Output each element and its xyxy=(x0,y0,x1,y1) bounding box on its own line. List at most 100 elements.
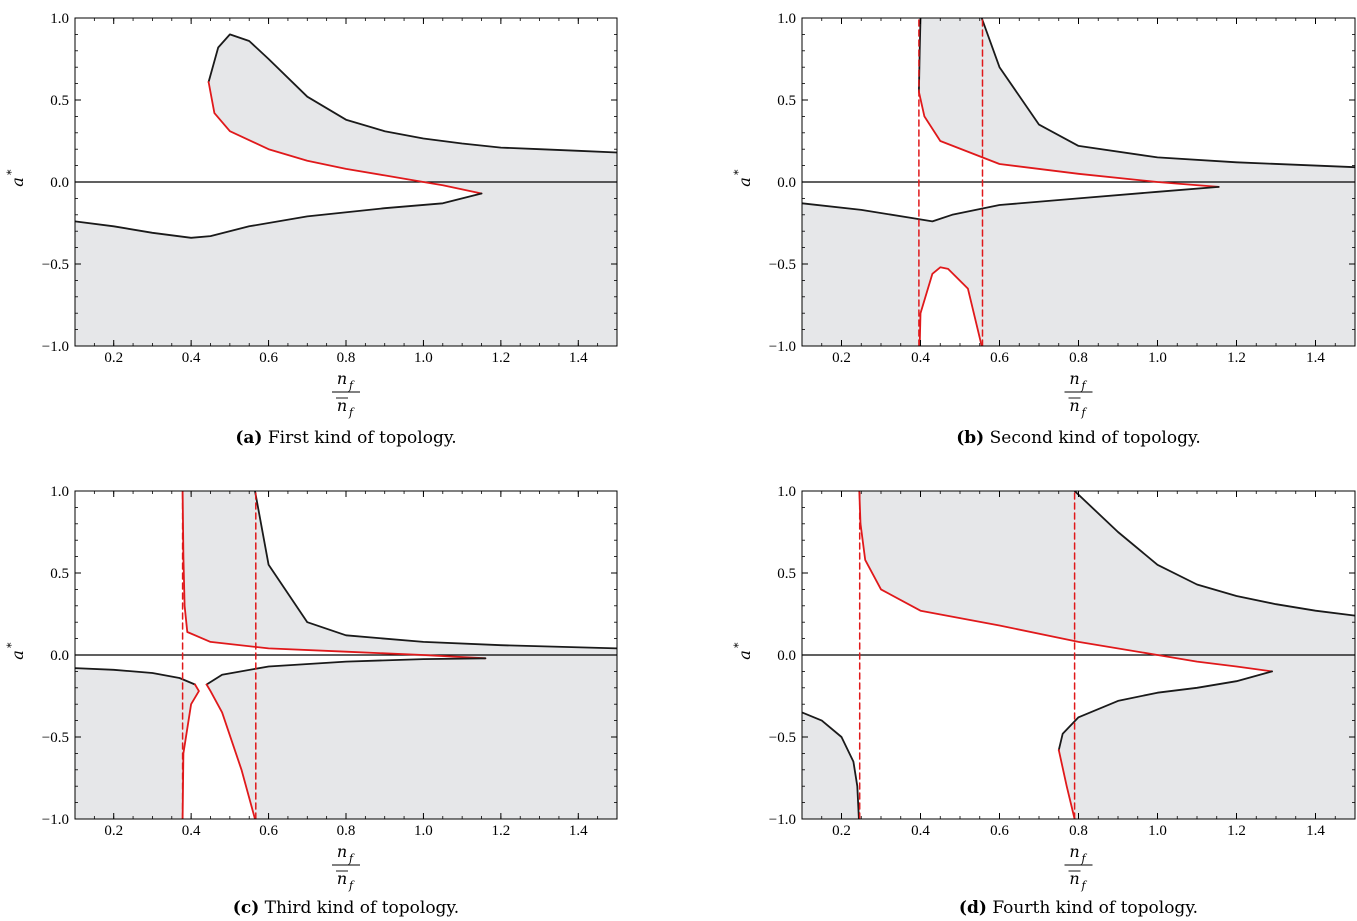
chart-panel-4: 0.2 0.4 0.6 0.8 1.0 1.2 1.4−1.0−0.50.00.51.0a*… xyxy=(732,484,1356,918)
y-tick-label: −1.0 xyxy=(42,812,69,828)
x-label-denominator: n xyxy=(337,869,347,888)
shaded-region xyxy=(182,491,617,655)
x-label-denominator-sub: f xyxy=(348,406,355,419)
x-tick-label: 0.8 xyxy=(1069,350,1088,366)
shaded-region xyxy=(918,18,1355,182)
x-label-numerator-sub: f xyxy=(348,852,355,865)
chart-panel-3: 0.2 0.4 0.6 0.8 1.0 1.2 1.4−1.0−0.50.00.51.0a*… xyxy=(5,484,618,918)
shaded-region xyxy=(1058,655,1355,819)
x-tick-label: 0.6 xyxy=(990,350,1009,366)
x-tick-label: 1.0 xyxy=(1148,823,1167,839)
x-axis-label: n fn f xyxy=(1064,842,1093,892)
plot-area xyxy=(75,33,617,346)
y-tick-label: 0.5 xyxy=(777,566,796,582)
x-label-denominator-sub: f xyxy=(348,879,355,892)
x-tick-label: 0.2 xyxy=(104,350,123,366)
x-tick-label: 0.4 xyxy=(182,823,201,839)
caption-text: Third kind of topology. xyxy=(265,898,460,918)
y-axis-label: a* xyxy=(5,169,27,187)
x-tick-label: 1.0 xyxy=(1148,350,1167,366)
panel-caption: (b) Second kind of topology. xyxy=(956,428,1200,448)
caption-text: Second kind of topology. xyxy=(990,428,1201,448)
x-tick-label: 1.4 xyxy=(569,350,588,366)
red-curve xyxy=(858,491,1273,673)
x-tick-label: 1.4 xyxy=(569,823,588,839)
y-axis-var: a xyxy=(8,177,27,187)
y-axis-label: a* xyxy=(732,169,754,187)
x-tick-label: 0.6 xyxy=(990,823,1009,839)
y-tick-label: 0.5 xyxy=(50,566,69,582)
x-tick-label: 0.4 xyxy=(911,823,930,839)
y-axis-sup: * xyxy=(732,169,745,175)
caption-tag: (a) xyxy=(235,428,262,448)
x-tick-label: 0.8 xyxy=(1069,823,1088,839)
shaded-region xyxy=(859,491,1355,655)
red-curve xyxy=(1057,749,1076,819)
x-label-denominator-sub: f xyxy=(1081,879,1088,892)
caption-tag: (c) xyxy=(233,898,259,918)
x-label-denominator-sub: f xyxy=(1081,406,1088,419)
x-label-denominator: n xyxy=(1069,869,1079,888)
y-axis-label: a* xyxy=(732,642,754,660)
y-tick-label: 1.0 xyxy=(50,484,69,500)
x-tick-label: 0.6 xyxy=(259,350,278,366)
x-tick-label: 1.0 xyxy=(414,823,433,839)
caption-tag: (b) xyxy=(956,428,984,448)
y-tick-label: 0.0 xyxy=(777,648,796,664)
black-curve xyxy=(980,18,1355,169)
x-tick-label: 0.8 xyxy=(337,823,356,839)
panel-caption: (c) Third kind of topology. xyxy=(233,898,459,918)
x-tick-label: 0.4 xyxy=(911,350,930,366)
black-curve xyxy=(205,657,487,686)
x-tick-label: 0.8 xyxy=(337,350,356,366)
caption-text: Fourth kind of topology. xyxy=(992,898,1198,918)
y-axis-label: a* xyxy=(5,642,27,660)
x-axis-label: n fn f xyxy=(1064,369,1093,419)
y-tick-label: −0.5 xyxy=(42,730,69,746)
x-tick-label: 1.2 xyxy=(491,823,510,839)
x-label-numerator-sub: f xyxy=(348,379,355,392)
black-curve xyxy=(254,491,617,650)
plot-area xyxy=(802,18,1355,346)
x-label-denominator: n xyxy=(1069,396,1079,415)
y-axis-var: a xyxy=(735,177,754,187)
plot-area xyxy=(75,491,617,819)
red-curve xyxy=(918,90,1220,188)
y-axis-var: a xyxy=(8,650,27,660)
y-tick-label: 1.0 xyxy=(50,11,69,27)
red-curve xyxy=(918,266,983,346)
black-curve xyxy=(802,186,1220,223)
caption-tag: (d) xyxy=(959,898,987,918)
x-label-numerator: n xyxy=(337,842,347,861)
x-label-numerator: n xyxy=(1069,842,1079,861)
black-curve xyxy=(802,711,860,819)
y-tick-label: 0.5 xyxy=(777,93,796,109)
y-tick-label: 0.0 xyxy=(50,175,69,191)
x-tick-label: 0.4 xyxy=(182,350,201,366)
x-tick-label: 1.2 xyxy=(1227,823,1246,839)
x-label-numerator-sub: f xyxy=(1081,852,1088,865)
shaded-region xyxy=(75,182,617,346)
x-tick-label: 0.6 xyxy=(259,823,278,839)
shaded-region xyxy=(802,712,859,819)
shaded-region xyxy=(208,34,617,183)
y-tick-label: 1.0 xyxy=(777,11,796,27)
x-label-denominator: n xyxy=(337,396,347,415)
black-curve xyxy=(207,33,617,154)
panel-caption: (a) First kind of topology. xyxy=(235,428,456,448)
plot-area xyxy=(802,491,1355,819)
y-tick-label: −0.5 xyxy=(769,730,796,746)
shaded-region xyxy=(802,182,1355,346)
shaded-region xyxy=(206,655,617,819)
y-tick-label: 1.0 xyxy=(777,484,796,500)
x-tick-label: 1.0 xyxy=(414,350,433,366)
y-axis-sup: * xyxy=(732,642,745,648)
x-tick-label: 1.2 xyxy=(1227,350,1246,366)
x-tick-label: 1.4 xyxy=(1306,350,1325,366)
x-tick-label: 0.2 xyxy=(832,350,851,366)
x-tick-label: 0.2 xyxy=(104,823,123,839)
x-label-numerator: n xyxy=(337,369,347,388)
x-axis-label: n fn f xyxy=(332,369,360,419)
x-tick-label: 1.2 xyxy=(491,350,510,366)
red-curve xyxy=(207,81,483,195)
